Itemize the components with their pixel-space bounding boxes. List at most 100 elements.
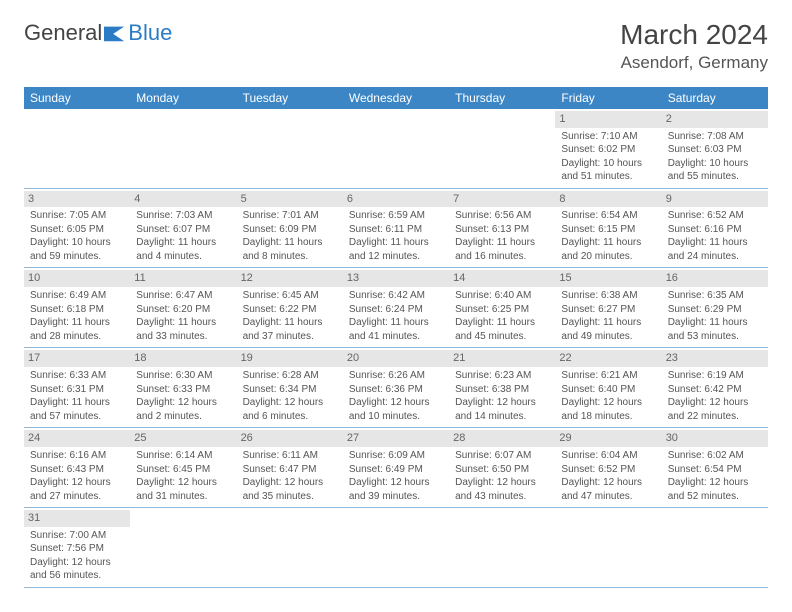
day-detail-line: and 53 minutes. [668, 330, 762, 344]
day-detail-line: Sunset: 6:38 PM [455, 383, 549, 397]
calendar-day-cell: 20Sunrise: 6:26 AMSunset: 6:36 PMDayligh… [343, 348, 449, 428]
calendar-day-cell: 29Sunrise: 6:04 AMSunset: 6:52 PMDayligh… [555, 428, 661, 508]
calendar-day-cell: 22Sunrise: 6:21 AMSunset: 6:40 PMDayligh… [555, 348, 661, 428]
day-detail-line: Daylight: 12 hours [668, 476, 762, 490]
day-detail-line: Sunset: 6:15 PM [561, 223, 655, 237]
day-number [555, 510, 661, 527]
day-number: 23 [662, 350, 768, 367]
day-detail-line: and 28 minutes. [30, 330, 124, 344]
day-detail-line: Sunset: 6:25 PM [455, 303, 549, 317]
day-detail-line: and 2 minutes. [136, 410, 230, 424]
day-detail-line: Sunrise: 6:07 AM [455, 449, 549, 463]
day-detail-line: Sunset: 6:05 PM [30, 223, 124, 237]
day-detail-line: and 43 minutes. [455, 490, 549, 504]
logo: General Blue [24, 20, 172, 46]
day-detail-line: and 10 minutes. [349, 410, 443, 424]
day-detail-line: Daylight: 11 hours [455, 236, 549, 250]
calendar-day-cell [449, 508, 555, 588]
day-detail-line: and 52 minutes. [668, 490, 762, 504]
calendar-day-cell: 8Sunrise: 6:54 AMSunset: 6:15 PMDaylight… [555, 188, 661, 268]
calendar-day-cell [237, 109, 343, 188]
day-number: 12 [237, 270, 343, 287]
day-detail-line: Daylight: 11 hours [561, 236, 655, 250]
day-detail-line: Sunrise: 6:59 AM [349, 209, 443, 223]
day-detail-line: Sunrise: 6:45 AM [243, 289, 337, 303]
day-detail-line: Sunrise: 6:49 AM [30, 289, 124, 303]
day-detail-line: Daylight: 12 hours [349, 476, 443, 490]
day-detail-line: Sunrise: 7:03 AM [136, 209, 230, 223]
calendar-day-cell [662, 508, 768, 588]
calendar-day-cell: 11Sunrise: 6:47 AMSunset: 6:20 PMDayligh… [130, 268, 236, 348]
day-detail-line: Sunrise: 6:09 AM [349, 449, 443, 463]
day-detail-line: Daylight: 11 hours [136, 236, 230, 250]
calendar-day-cell: 30Sunrise: 6:02 AMSunset: 6:54 PMDayligh… [662, 428, 768, 508]
day-detail-line: Sunset: 6:18 PM [30, 303, 124, 317]
calendar-day-cell: 3Sunrise: 7:05 AMSunset: 6:05 PMDaylight… [24, 188, 130, 268]
calendar-day-cell: 15Sunrise: 6:38 AMSunset: 6:27 PMDayligh… [555, 268, 661, 348]
day-detail-line: Sunrise: 6:19 AM [668, 369, 762, 383]
day-detail-line: and 51 minutes. [561, 170, 655, 184]
day-number: 8 [555, 191, 661, 208]
day-number [237, 111, 343, 128]
calendar-day-cell: 19Sunrise: 6:28 AMSunset: 6:34 PMDayligh… [237, 348, 343, 428]
day-detail-line: Sunrise: 6:02 AM [668, 449, 762, 463]
calendar-day-cell: 14Sunrise: 6:40 AMSunset: 6:25 PMDayligh… [449, 268, 555, 348]
day-detail-line: Sunrise: 6:54 AM [561, 209, 655, 223]
day-detail-line: Sunset: 6:16 PM [668, 223, 762, 237]
day-number: 18 [130, 350, 236, 367]
day-detail-line: Daylight: 12 hours [455, 476, 549, 490]
calendar-week-row: 3Sunrise: 7:05 AMSunset: 6:05 PMDaylight… [24, 188, 768, 268]
day-detail-line: Daylight: 12 hours [668, 396, 762, 410]
day-detail-line: Daylight: 12 hours [561, 476, 655, 490]
day-number: 20 [343, 350, 449, 367]
day-number [130, 510, 236, 527]
day-detail-line: and 39 minutes. [349, 490, 443, 504]
day-detail-line: Sunset: 6:43 PM [30, 463, 124, 477]
day-detail-line: Sunset: 6:34 PM [243, 383, 337, 397]
day-detail-line: Sunset: 6:47 PM [243, 463, 337, 477]
day-detail-line: and 55 minutes. [668, 170, 762, 184]
day-number [130, 111, 236, 128]
day-number [662, 510, 768, 527]
day-detail-line: Sunrise: 7:01 AM [243, 209, 337, 223]
day-detail-line: Sunrise: 7:05 AM [30, 209, 124, 223]
calendar-day-cell [555, 508, 661, 588]
day-detail-line: Daylight: 12 hours [30, 476, 124, 490]
day-detail-line: Daylight: 12 hours [243, 396, 337, 410]
day-detail-line: Daylight: 10 hours [30, 236, 124, 250]
day-number: 27 [343, 430, 449, 447]
calendar-day-header: Thursday [449, 87, 555, 109]
day-detail-line: and 49 minutes. [561, 330, 655, 344]
day-detail-line: Sunrise: 6:11 AM [243, 449, 337, 463]
day-detail-line: and 57 minutes. [30, 410, 124, 424]
day-detail-line: and 56 minutes. [30, 569, 124, 583]
calendar-day-cell: 7Sunrise: 6:56 AMSunset: 6:13 PMDaylight… [449, 188, 555, 268]
day-detail-line: and 37 minutes. [243, 330, 337, 344]
day-number: 9 [662, 191, 768, 208]
day-detail-line: Daylight: 10 hours [668, 157, 762, 171]
day-detail-line: Daylight: 12 hours [30, 556, 124, 570]
calendar-day-cell: 12Sunrise: 6:45 AMSunset: 6:22 PMDayligh… [237, 268, 343, 348]
day-detail-line: Sunset: 6:03 PM [668, 143, 762, 157]
day-detail-line: Sunrise: 6:14 AM [136, 449, 230, 463]
day-number: 19 [237, 350, 343, 367]
day-detail-line: Sunset: 6:49 PM [349, 463, 443, 477]
calendar-day-header: Sunday [24, 87, 130, 109]
day-number: 2 [662, 111, 768, 128]
day-detail-line: Daylight: 11 hours [136, 316, 230, 330]
page-header: General Blue March 2024 Asendorf, German… [24, 20, 768, 73]
day-number: 6 [343, 191, 449, 208]
day-detail-line: and 31 minutes. [136, 490, 230, 504]
day-detail-line: Sunset: 6:09 PM [243, 223, 337, 237]
calendar-day-cell: 9Sunrise: 6:52 AMSunset: 6:16 PMDaylight… [662, 188, 768, 268]
day-detail-line: Daylight: 12 hours [561, 396, 655, 410]
day-number: 22 [555, 350, 661, 367]
day-detail-line: Daylight: 11 hours [668, 316, 762, 330]
day-detail-line: Daylight: 12 hours [136, 476, 230, 490]
day-number: 7 [449, 191, 555, 208]
title-block: March 2024 Asendorf, Germany [620, 20, 768, 73]
calendar-day-cell [449, 109, 555, 188]
day-detail-line: and 16 minutes. [455, 250, 549, 264]
day-detail-line: Sunset: 6:45 PM [136, 463, 230, 477]
calendar-day-cell: 23Sunrise: 6:19 AMSunset: 6:42 PMDayligh… [662, 348, 768, 428]
